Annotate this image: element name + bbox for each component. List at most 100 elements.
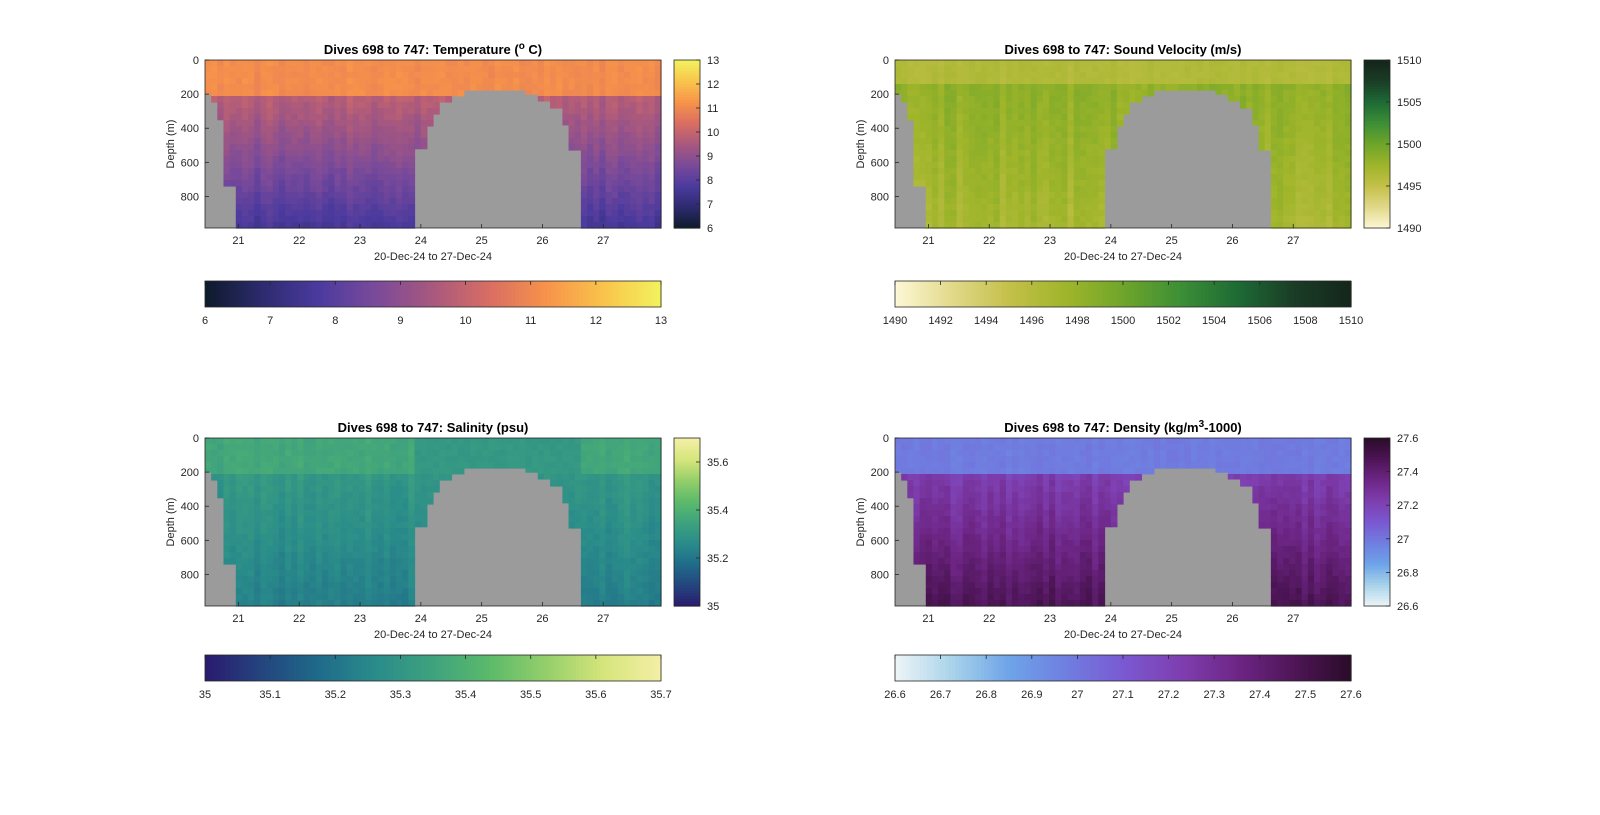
heat-cell (451, 444, 459, 451)
heat-cell (254, 552, 262, 559)
heat-cell (587, 558, 594, 565)
heat-cell (322, 594, 329, 601)
heat-cell (593, 546, 600, 553)
heat-cell (340, 72, 348, 79)
heat-cell (297, 96, 305, 103)
heat-cell (1326, 114, 1334, 121)
heat-cell (611, 540, 619, 547)
heat-cell (371, 144, 379, 151)
heat-cell (599, 120, 607, 127)
heat-cell (494, 84, 502, 91)
heat-cell (414, 102, 422, 109)
heat-cell (389, 546, 397, 553)
heat-cell (328, 60, 335, 67)
heat-cell (1129, 96, 1136, 103)
heat-cell (309, 468, 317, 475)
heat-cell (642, 516, 650, 523)
heat-cell (1196, 66, 1204, 73)
heat-cell (334, 150, 342, 157)
heat-cell (420, 120, 428, 127)
heat-cell (248, 462, 255, 469)
heat-cell (1227, 60, 1235, 67)
colorbar-swatch (1147, 281, 1153, 307)
heat-cell (488, 462, 496, 469)
heat-cell (1326, 162, 1334, 169)
heat-cell (1098, 210, 1106, 217)
heat-cell (235, 132, 243, 139)
y-tick-label: 800 (181, 191, 199, 203)
y-tick-label: 200 (181, 89, 199, 101)
heat-cell (605, 570, 613, 577)
colorbar-swatch (980, 281, 985, 307)
colorbar-swatch (607, 281, 612, 307)
heat-cell (408, 498, 416, 505)
heat-cell (1110, 66, 1118, 73)
heat-cell (624, 474, 631, 481)
heat-cell (396, 486, 403, 493)
heat-cell (1098, 66, 1106, 73)
heat-cell (1283, 96, 1290, 103)
colorbar-swatch (1364, 86, 1390, 90)
heat-cell (642, 150, 650, 157)
heat-cell (334, 558, 342, 565)
heat-cell (365, 174, 372, 181)
heat-cell (562, 492, 570, 499)
heat-cell (987, 156, 995, 163)
heat-cell (340, 186, 348, 193)
heat-cell (402, 528, 409, 535)
heat-cell (617, 522, 625, 529)
colorbar-swatch (269, 655, 274, 681)
colorbar-swatch (422, 281, 427, 307)
heat-cell (593, 486, 600, 493)
heat-cell (1332, 138, 1340, 145)
heat-cell (593, 168, 600, 175)
heat-cell (248, 204, 255, 211)
heat-cell (1307, 90, 1315, 97)
heat-cell (396, 600, 403, 607)
heat-cell (593, 222, 600, 229)
colorbar-swatch (500, 281, 505, 307)
heat-cell (624, 468, 631, 475)
heat-cell (950, 156, 958, 163)
heat-cell (291, 180, 299, 187)
heat-cell (611, 504, 619, 511)
heat-cell (1073, 150, 1081, 157)
heat-cell (925, 108, 933, 115)
heat-cell (925, 72, 933, 79)
heat-cell (593, 528, 600, 535)
heat-cell (205, 84, 212, 91)
heat-cell (1344, 66, 1352, 73)
colorbar-swatch (1226, 281, 1231, 307)
heat-cell (383, 588, 391, 595)
heat-cell (371, 204, 379, 211)
colorbar-tick-label: 10 (459, 315, 471, 327)
heat-cell (580, 114, 588, 121)
heat-cell (593, 468, 600, 475)
heat-cell (371, 564, 379, 571)
heat-cell (1067, 156, 1075, 163)
heat-cell (1123, 60, 1130, 67)
heat-cell (402, 150, 409, 157)
heat-cell (993, 66, 1001, 73)
heat-cell (1277, 192, 1284, 199)
heat-cell (648, 90, 656, 97)
colorbar-swatch (208, 281, 213, 307)
heat-cell (981, 72, 989, 79)
heat-cell (975, 162, 982, 169)
heat-cell (334, 462, 342, 469)
heat-cell (377, 84, 385, 91)
heat-cell (241, 102, 249, 109)
heat-cell (1049, 126, 1056, 133)
heat-cell (303, 162, 311, 169)
heat-cell (278, 138, 286, 145)
heat-cell (285, 582, 292, 589)
heat-cell (315, 558, 323, 565)
heat-cell (931, 192, 939, 199)
heat-cell (1036, 144, 1044, 151)
heat-cell (328, 108, 335, 115)
colorbar-swatch (674, 186, 700, 190)
colorbar-swatch (1364, 120, 1390, 124)
heat-cell (328, 72, 335, 79)
heat-cell (1141, 66, 1149, 73)
heat-cell (235, 156, 243, 163)
